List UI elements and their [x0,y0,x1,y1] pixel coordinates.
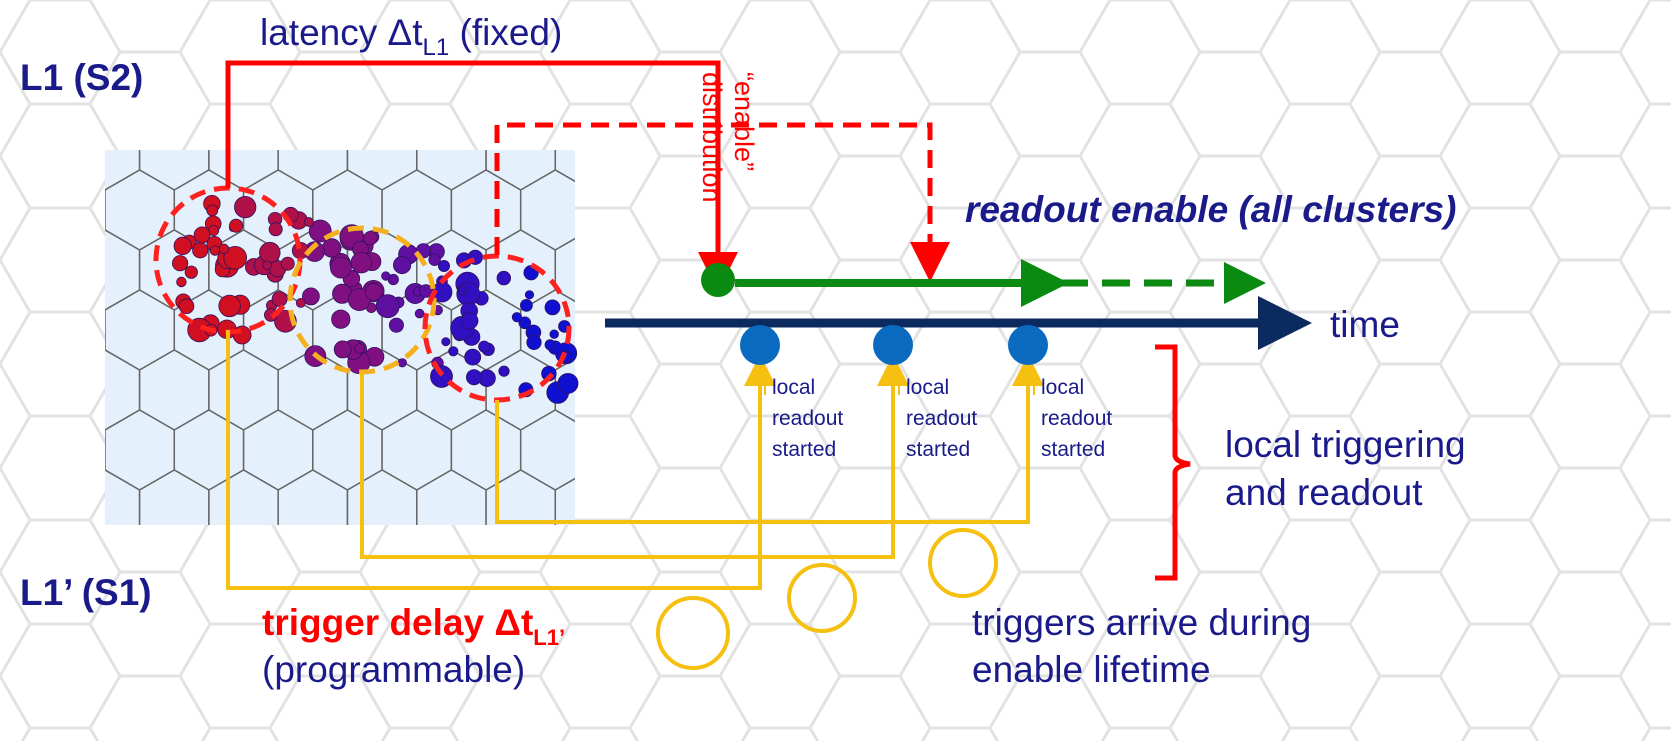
hit-dot [194,227,210,243]
local-readout-label: local [772,376,815,399]
hit-dot [230,219,243,232]
hit-dot [355,344,365,354]
triggers-arrive-label: enable lifetime [972,649,1211,690]
hit-dot [465,349,481,365]
time-label: time [1330,304,1400,345]
local-readout-label: started [772,438,836,461]
l1-prime-label: L1’ (S1) [20,572,152,613]
trigger-dot [740,325,780,365]
trigger-dot [873,325,913,365]
hit-dot [235,196,256,217]
hit-dot [550,330,559,339]
hit-dot [219,295,241,317]
local-readout-label: started [1041,438,1105,461]
hit-dot [497,271,511,285]
enable-dot [701,263,735,297]
trigger-delay-text: trigger delay Δt [262,602,533,643]
hit-dot [527,335,541,349]
hit-dot [512,313,521,322]
diagram: L1 (S2) L1’ (S1) latency ΔtL1 (fixed) “e… [0,0,1671,741]
hit-dot [174,237,191,254]
hit-dot [263,261,272,270]
trigger-delay-label-2: (programmable) [262,649,525,690]
latency-text: latency Δt [260,12,423,53]
hit-dot [462,313,478,329]
trigger-dot [1008,325,1048,365]
local-readout-label: local [1041,376,1084,399]
trigger-delay-sub: L1’ [533,625,565,650]
hit-dot [193,243,208,258]
hit-dot [269,223,282,236]
hit-dot [365,283,382,300]
triggers-arrive-label: triggers arrive during [972,602,1311,643]
hit-dot [304,218,313,227]
hit-dot [332,310,350,328]
hit-dot [233,326,251,344]
hit-dot [520,299,532,311]
enable-distribution-label: “enable” [729,72,759,171]
local-readout-label: local [906,376,949,399]
l1-label: L1 (S2) [20,57,143,98]
hit-dot [260,242,281,263]
hit-dot [179,299,194,314]
hit-dot [525,291,533,299]
latency-tail: (fixed) [449,12,562,53]
hit-dot [558,373,578,393]
hit-dot [382,272,390,280]
hit-dot [398,359,406,367]
hit-dot [281,257,294,270]
hit-dot [177,277,187,287]
hit-dot [466,370,481,385]
hit-dot [322,239,341,258]
hit-dot [499,366,509,376]
hit-dot [545,340,555,350]
hit-dot [545,300,560,315]
hit-dot [438,260,449,271]
hit-dot [330,257,351,278]
readout-enable-label: readout enable (all clusters) [965,189,1456,230]
hit-dot [272,292,287,307]
hit-dot [479,341,490,352]
hit-dot [334,341,351,358]
hit-dot [210,246,219,255]
hit-dot [449,347,458,356]
hit-dot [172,256,187,271]
hit-dot [219,244,229,254]
hit-dot [442,338,450,346]
hit-dot [415,309,424,318]
trigger-delay-label: trigger delay ΔtL1’ [262,602,565,650]
local-readout-label: started [906,438,970,461]
enable-distribution-label: distribution [697,72,727,203]
local-triggering-label: local triggering [1225,424,1466,465]
hit-dot [296,298,305,307]
local-readout-label: readout [906,407,977,430]
hit-dot [185,266,197,278]
hit-dot [393,256,410,273]
local-readout-label: readout [1041,407,1112,430]
local-readout-label: readout [772,407,843,430]
latency-sub: L1 [423,34,450,61]
hit-dot [389,318,403,332]
hit-dot [459,286,467,294]
hit-dot [351,252,372,273]
hit-dot [207,205,218,216]
local-triggering-label: and readout [1225,472,1423,513]
